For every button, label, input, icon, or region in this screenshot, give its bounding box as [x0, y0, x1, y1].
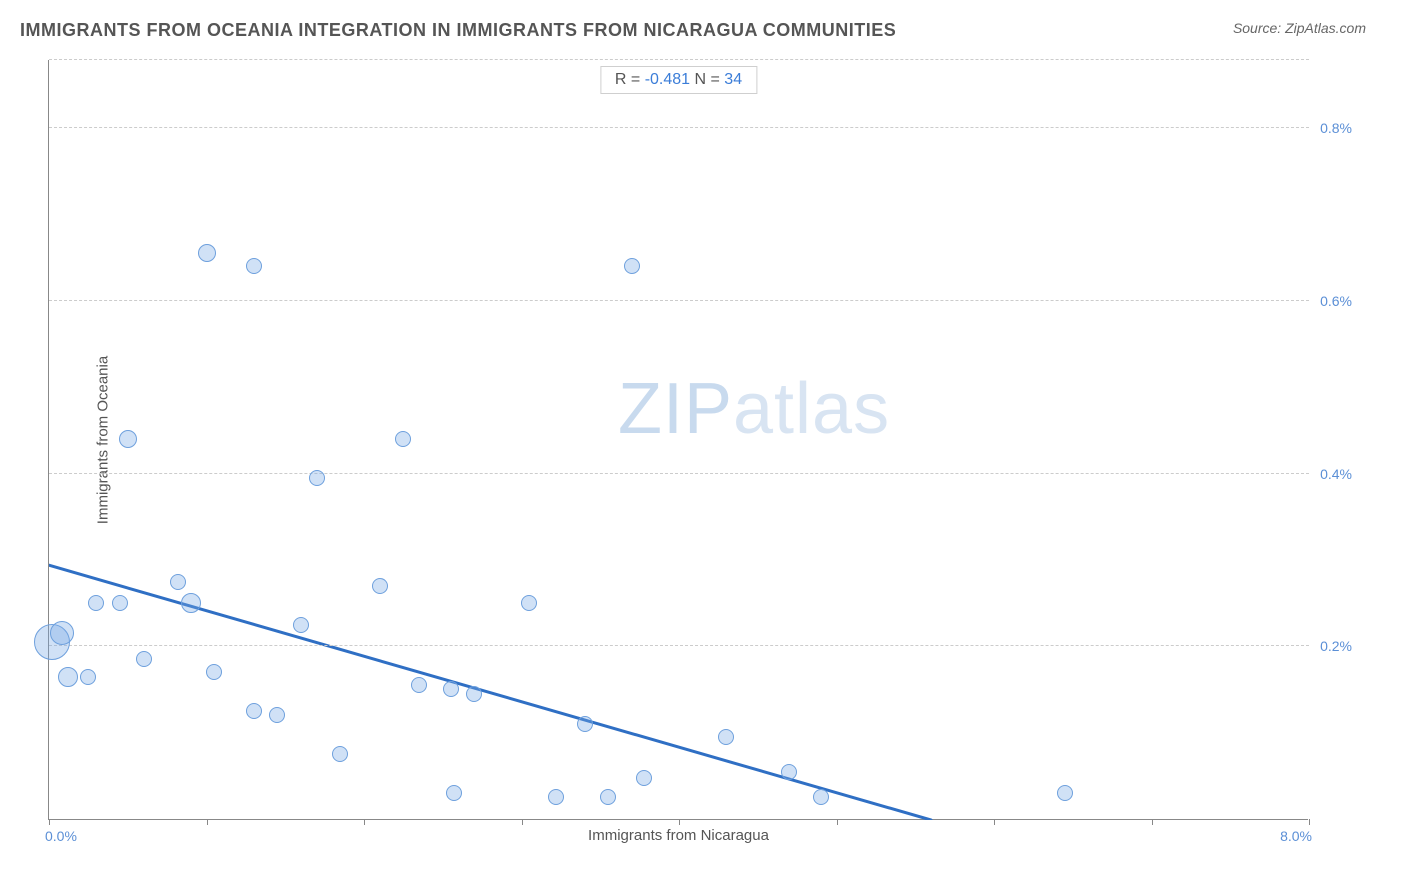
data-point — [119, 430, 137, 448]
data-point — [246, 258, 262, 274]
stats-box: R = -0.481 N = 34 — [600, 66, 757, 94]
data-point — [577, 716, 593, 732]
data-point — [548, 789, 564, 805]
x-tick-mark — [994, 819, 995, 825]
data-point — [206, 664, 222, 680]
watermark-atlas: atlas — [733, 369, 890, 449]
source-attribution: Source: ZipAtlas.com — [1233, 20, 1366, 36]
data-point — [600, 789, 616, 805]
data-point — [112, 595, 128, 611]
x-tick-mark — [837, 819, 838, 825]
x-tick-mark — [364, 819, 365, 825]
data-point — [181, 593, 201, 613]
x-tick-mark — [207, 819, 208, 825]
data-point — [781, 764, 797, 780]
data-point — [170, 574, 186, 590]
gridline — [49, 59, 1309, 60]
data-point — [309, 470, 325, 486]
data-point — [293, 617, 309, 633]
data-point — [372, 578, 388, 594]
data-point — [88, 595, 104, 611]
data-point — [246, 703, 262, 719]
gridline — [49, 473, 1309, 474]
y-tick-label: 0.4% — [1320, 466, 1352, 482]
y-tick-label: 0.8% — [1320, 120, 1352, 136]
r-value: -0.481 — [645, 71, 690, 88]
x-tick-mark — [679, 819, 680, 825]
watermark: ZIPatlas — [618, 368, 890, 450]
scatter-chart: R = -0.481 N = 34 ZIPatlas Immigrants fr… — [48, 60, 1358, 850]
data-point — [446, 785, 462, 801]
data-point — [1057, 785, 1073, 801]
n-value: 34 — [724, 71, 742, 88]
data-point — [718, 729, 734, 745]
plot-area: R = -0.481 N = 34 ZIPatlas Immigrants fr… — [48, 60, 1308, 820]
gridline — [49, 645, 1309, 646]
data-point — [521, 595, 537, 611]
data-point — [466, 686, 482, 702]
y-axis-label: Immigrants from Oceania — [95, 355, 112, 523]
y-tick-label: 0.6% — [1320, 293, 1352, 309]
y-tick-label: 0.2% — [1320, 638, 1352, 654]
data-point — [58, 667, 78, 687]
x-tick-min: 0.0% — [45, 828, 77, 844]
r-label: R = — [615, 71, 645, 88]
trendline — [49, 60, 1309, 820]
gridline — [49, 300, 1309, 301]
x-tick-mark — [522, 819, 523, 825]
data-point — [332, 746, 348, 762]
data-point — [80, 669, 96, 685]
data-point — [624, 258, 640, 274]
n-label: N = — [690, 71, 724, 88]
chart-title: IMMIGRANTS FROM OCEANIA INTEGRATION IN I… — [20, 20, 896, 41]
data-point — [136, 651, 152, 667]
data-point — [636, 770, 652, 786]
data-point — [395, 431, 411, 447]
data-point — [411, 677, 427, 693]
x-tick-max: 8.0% — [1280, 828, 1312, 844]
watermark-zip: ZIP — [618, 369, 733, 449]
data-point — [198, 244, 216, 262]
data-point — [269, 707, 285, 723]
gridline — [49, 127, 1309, 128]
data-point — [813, 789, 829, 805]
data-point — [443, 681, 459, 697]
x-tick-mark — [1152, 819, 1153, 825]
data-point — [50, 621, 74, 645]
x-tick-mark — [1309, 819, 1310, 825]
x-tick-mark — [49, 819, 50, 825]
x-axis-label: Immigrants from Nicaragua — [588, 827, 769, 844]
